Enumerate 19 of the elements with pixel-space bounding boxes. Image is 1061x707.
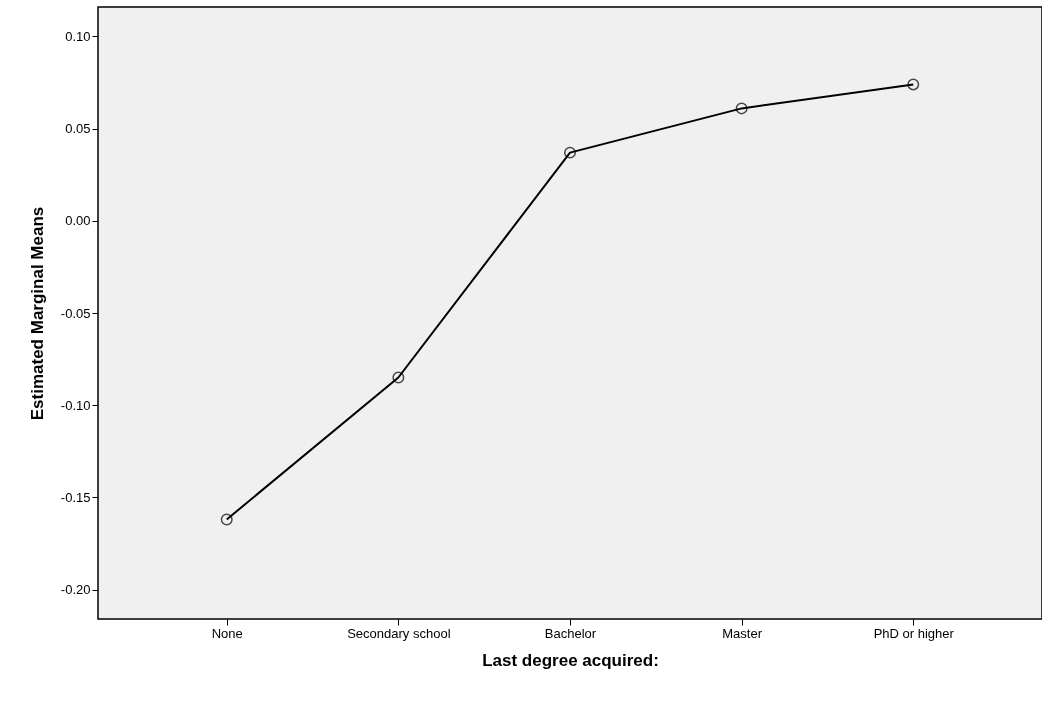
point (735, 102, 748, 115)
x-tick-label: Bachelor (544, 625, 597, 641)
y-axis-title: Estimated Marginal Means (27, 206, 47, 421)
y-tick-label: -0.15 (60, 489, 91, 505)
x-tick-label: Secondary school (347, 625, 451, 641)
y-tick-label: -0.10 (60, 397, 91, 413)
x-tick-label: PhD or higher (873, 625, 955, 641)
x-tick-label: None (211, 625, 243, 641)
y-tick-label: 0.10 (65, 28, 91, 44)
y-tick-label: -0.20 (60, 582, 91, 598)
x-axis-title: Last degree acquired: (482, 650, 659, 670)
point (564, 146, 576, 159)
y-tick-label: 0.00 (65, 213, 91, 229)
point (220, 513, 233, 526)
point (392, 371, 405, 384)
y-tick-label: -0.05 (60, 305, 91, 321)
point (907, 78, 920, 91)
x-tick-label: Master (722, 625, 763, 641)
y-tick-label: 0.05 (65, 121, 91, 137)
